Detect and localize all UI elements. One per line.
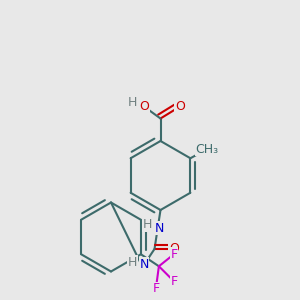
Text: F: F (152, 282, 159, 295)
Text: CH₃: CH₃ (195, 143, 218, 156)
Text: CH₃: CH₃ (195, 143, 218, 156)
Text: N: N (154, 221, 164, 235)
Text: H: H (128, 97, 136, 107)
Text: O: O (139, 100, 149, 113)
Text: O: O (169, 242, 179, 256)
Text: H: H (128, 256, 137, 269)
Text: N: N (154, 221, 164, 235)
Text: H: H (128, 257, 137, 268)
Text: O: O (175, 100, 185, 113)
Text: H: H (127, 95, 137, 109)
Text: O: O (175, 100, 185, 113)
Text: O: O (139, 100, 149, 113)
Text: F: F (170, 248, 177, 261)
Text: O: O (169, 242, 179, 256)
Text: F: F (152, 282, 159, 295)
Text: N: N (139, 257, 149, 271)
Text: N: N (139, 257, 149, 271)
Text: F: F (170, 275, 177, 288)
Text: F: F (170, 248, 177, 261)
Text: F: F (170, 275, 177, 288)
Text: H: H (143, 218, 152, 232)
Text: H: H (143, 220, 152, 230)
